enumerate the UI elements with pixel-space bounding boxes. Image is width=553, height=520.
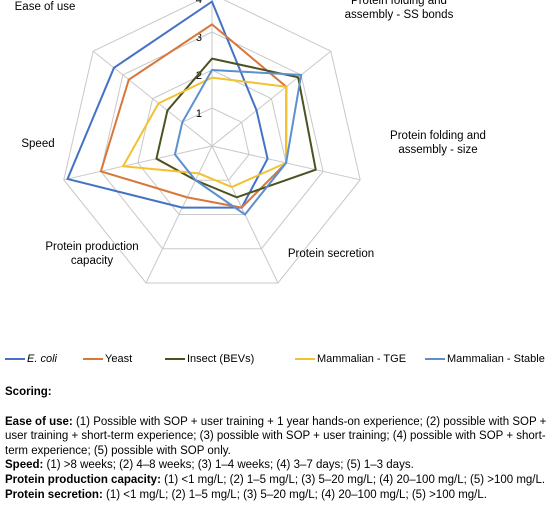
series-line — [121, 76, 288, 189]
scoring-text: (1) <1 mg/L; (2) 1–5 mg/L; (3) 5–20 mg/L… — [164, 473, 546, 486]
spoke — [145, 145, 213, 284]
scoring-item: Protein secretion: (1) <1 mg/L; (2) 1–5 … — [5, 488, 550, 503]
r-tick-label: 2 — [196, 70, 202, 82]
legend-label: Mammalian - TGE — [317, 353, 406, 365]
spoke — [211, 50, 332, 147]
r-tick-label: 1 — [196, 108, 202, 120]
grid-ring — [100, 31, 324, 250]
scoring-label: Protein production capacity: — [5, 473, 161, 486]
r-tick-label: 3 — [196, 32, 202, 44]
axis-label: Speed — [21, 138, 55, 150]
axis-label: Protein secretion — [287, 248, 375, 260]
grid-ring — [63, 0, 361, 284]
legend-label: Insect (BEVs) — [187, 353, 254, 365]
spoke — [92, 50, 213, 147]
grid-ring — [137, 69, 287, 215]
scoring-label: Protein secretion: — [5, 488, 103, 501]
scoring-item: Speed: (1) >8 weeks; (2) 4–8 weeks; (3) … — [5, 458, 550, 473]
r-tick-label: 4 — [196, 0, 202, 6]
axis-label: Protein production capacity — [45, 241, 139, 267]
scoring-title: Scoring: — [5, 386, 52, 398]
scoring-text: (1) <1 mg/L; (2) 1–5 mg/L; (3) 5–20 mg/L… — [105, 488, 487, 501]
legend-label: Yeast — [105, 353, 132, 365]
scoring-label: Ease of use: — [5, 415, 73, 428]
axis-label: Protein folding and assembly - SS bonds — [344, 0, 454, 21]
scoring-item: Protein production capacity: (1) <1 mg/L… — [5, 473, 550, 488]
series-line — [155, 57, 317, 199]
series-line — [173, 68, 303, 216]
scoring-item: Ease of use: (1) Possible with SOP + use… — [5, 415, 550, 459]
legend-label: Mammalian - Stable — [447, 353, 545, 365]
legend-label: E. coli — [27, 353, 58, 365]
chart: 1 2 3 4 E. coli Yeast Insect (BEVs) Mammalian -… — [5, 0, 545, 365]
scoring-text: (1) Possible with SOP + user training + … — [5, 415, 547, 457]
spoke — [63, 145, 213, 181]
series-line — [66, 0, 269, 209]
axis-label: Protein folding and assembly - size — [390, 130, 486, 156]
scoring-text: (1) >8 weeks; (2) 4–8 weeks; (3) 1–4 wee… — [46, 459, 414, 472]
scoring: Scoring: Ease of use: (1) Possible with … — [5, 385, 550, 502]
scoring-label: Speed: — [5, 459, 44, 472]
axis-label: Ease of use — [14, 1, 76, 13]
